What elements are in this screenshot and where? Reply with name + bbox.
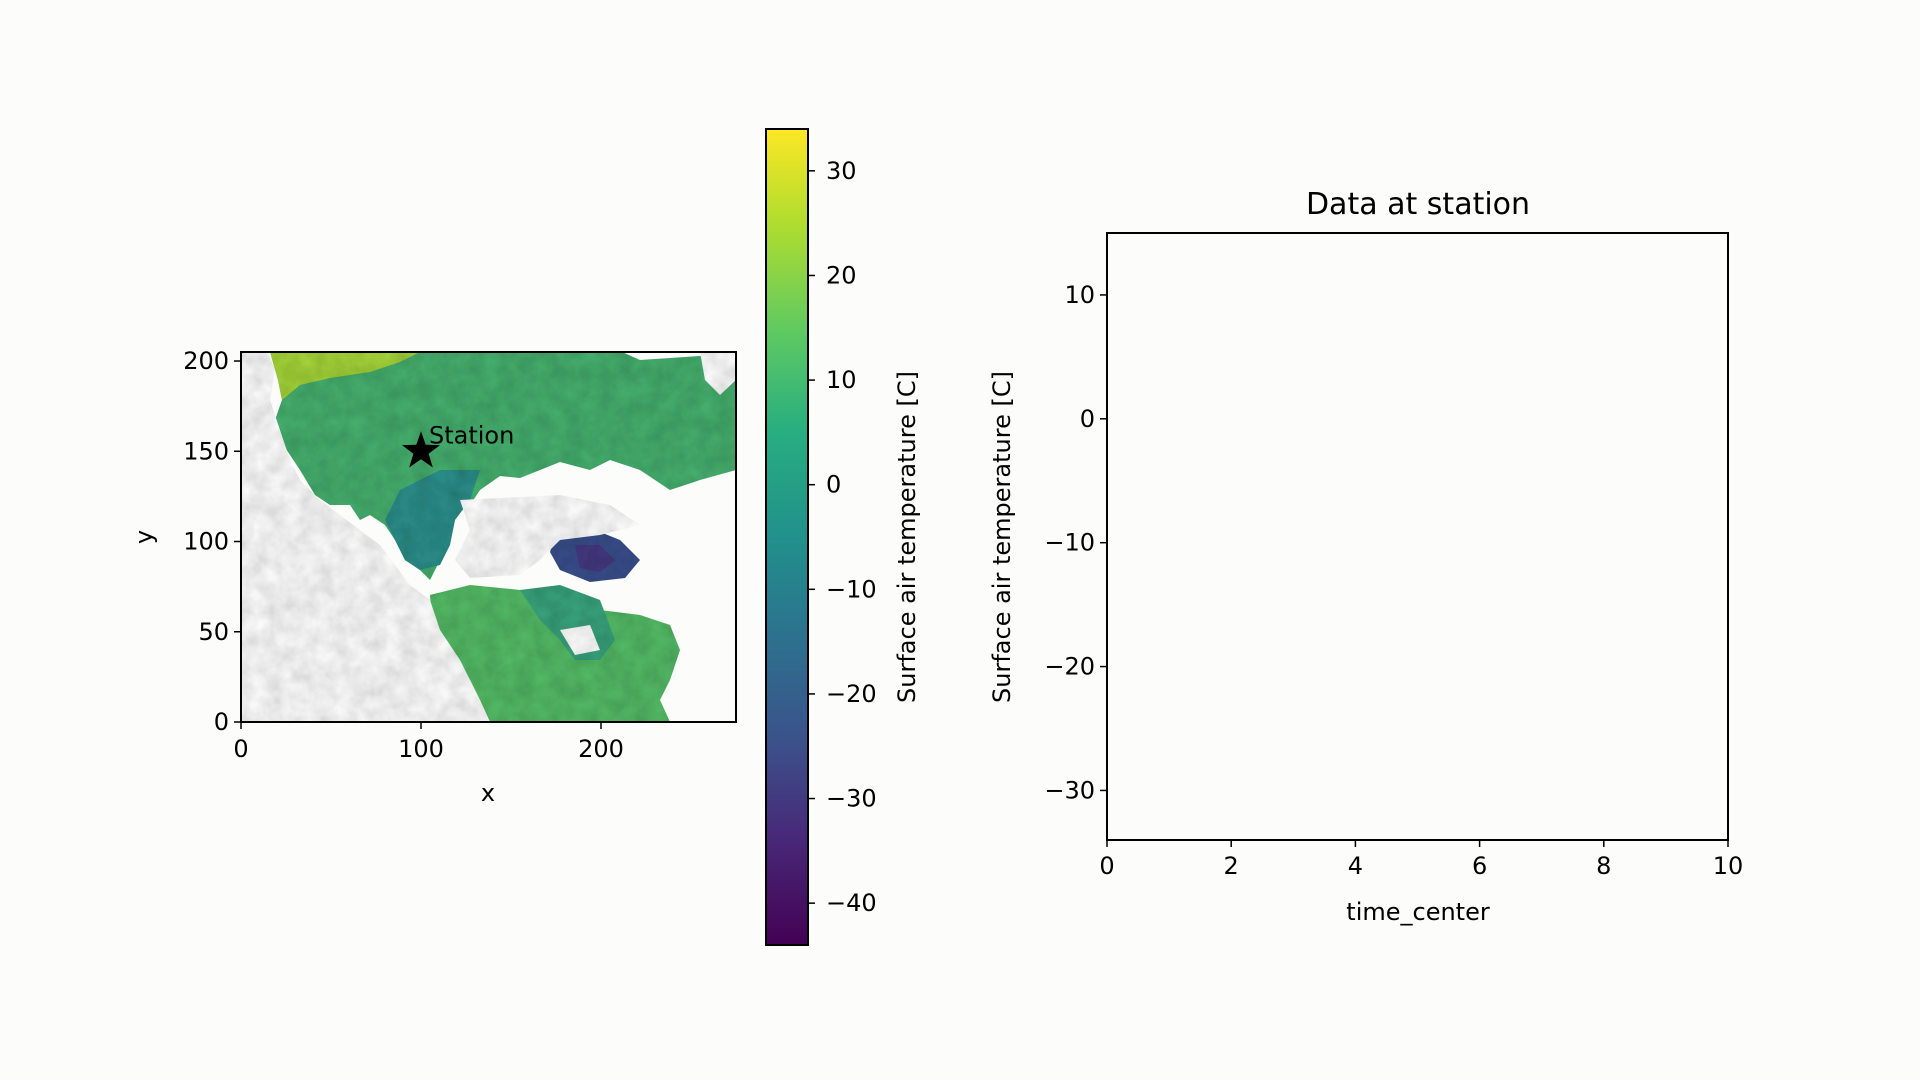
station-star-marker	[402, 431, 440, 468]
ocean-west	[241, 352, 490, 722]
colorbar-label: Surface air temperature [C]	[893, 371, 921, 703]
cold-core	[575, 545, 615, 572]
colorbar-tick-label: 30	[826, 157, 857, 185]
station-xtick-label: 0	[1099, 852, 1114, 880]
station-xtick-label: 10	[1713, 852, 1744, 880]
map-xtick-label: 0	[233, 735, 248, 763]
station-ylabel: Surface air temperature [C]	[988, 371, 1016, 703]
map-image	[241, 352, 736, 722]
station-ytick-label: 0	[1080, 405, 1095, 433]
map-frame	[240, 351, 737, 723]
station-label: Station	[429, 421, 514, 449]
station-xlabel: time_center	[1346, 898, 1490, 926]
station-ytick-label: −10	[1044, 529, 1095, 557]
ocean-gap-2	[560, 625, 600, 655]
station-plot-frame	[1106, 232, 1729, 841]
station-ytick-label: −30	[1044, 776, 1095, 804]
station-xtick-label: 2	[1224, 852, 1239, 880]
map-ytick-label: 150	[183, 437, 229, 465]
station-xtick-label: 8	[1596, 852, 1611, 880]
map-xtick-label: 100	[398, 735, 444, 763]
ocean-ne	[700, 352, 736, 395]
station-xtick-label: 4	[1348, 852, 1363, 880]
colorbar-tick-label: −40	[826, 889, 877, 917]
map-ytick-label: 50	[198, 618, 229, 646]
map-ytick-label: 0	[214, 708, 229, 736]
station-title: Data at station	[1306, 187, 1530, 222]
map-xlabel: x	[481, 779, 495, 807]
station-ytick-label: −20	[1044, 653, 1095, 681]
map-ytick-label: 100	[183, 528, 229, 556]
map-axes: 0 100 200 0 50 100 150 200 x y Station	[130, 347, 737, 807]
colorbar-gradient	[765, 128, 809, 946]
map-ytick-label: 200	[183, 347, 229, 375]
station-axes: 0 2 4 6 8 10 10 0 −10 −20 −30 Data at station time…	[988, 187, 1743, 926]
map-xtick-label: 200	[578, 735, 624, 763]
map-tick-group: 0 100 200 0 50 100 150 200	[183, 347, 624, 763]
colorbar-tick-label: −10	[826, 575, 877, 603]
station-tick-group: 0 2 4 6 8 10 10 0 −10 −20 −30	[1044, 281, 1743, 880]
south-land	[430, 585, 680, 722]
colorbar-tick-label: 10	[826, 366, 857, 394]
north-land-yellow	[270, 352, 420, 400]
central-land	[385, 470, 480, 570]
colorbar-tick-label: 0	[826, 471, 841, 499]
colorbar-tick-label: −30	[826, 785, 877, 813]
station-ytick-label: 10	[1064, 281, 1095, 309]
colorbar-tick-group: 30 20 10 0 −10 −20 −30 −40	[808, 157, 877, 917]
map-ylabel: y	[130, 530, 158, 544]
station-xtick-label: 6	[1472, 852, 1487, 880]
colorbar-tick-label: 20	[826, 261, 857, 289]
colorbar: 30 20 10 0 −10 −20 −30 −40 Surface air temperat…	[765, 128, 921, 946]
ocean-gap	[455, 495, 640, 578]
colorbar-tick-label: −20	[826, 680, 877, 708]
